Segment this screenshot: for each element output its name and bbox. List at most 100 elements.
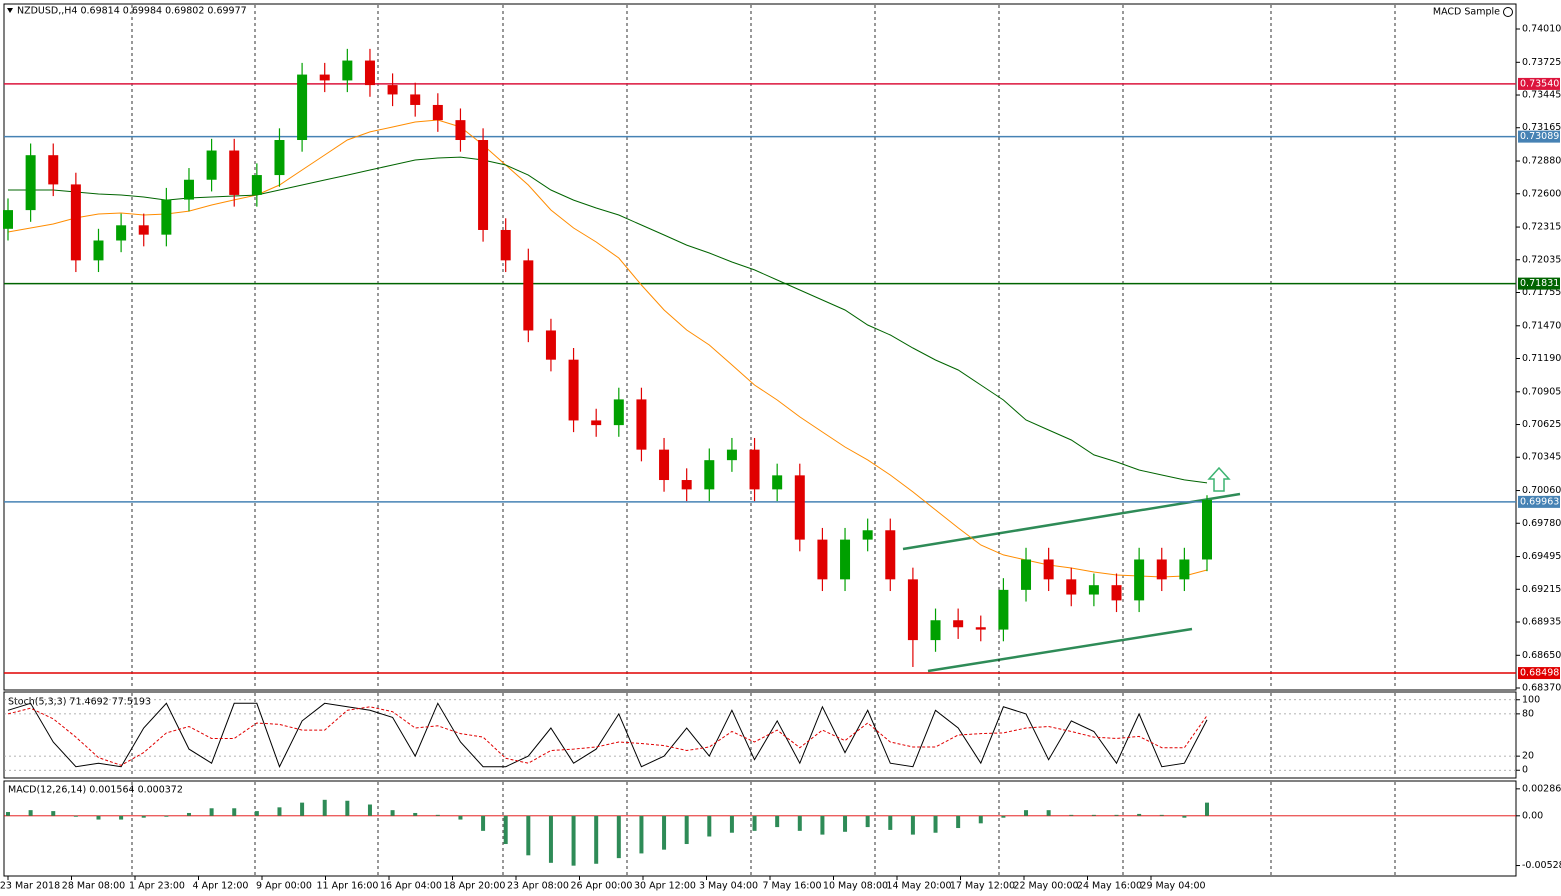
candle-body bbox=[274, 140, 285, 176]
x-tick-label: 23 Apr 08:00 bbox=[507, 881, 569, 892]
stoch-panel bbox=[3, 691, 1517, 779]
candle-body bbox=[183, 179, 194, 200]
x-tick-label: 1 Apr 23:00 bbox=[129, 881, 185, 892]
y-tick-label: 0.73445 bbox=[1522, 90, 1561, 101]
macd-bar bbox=[277, 807, 282, 816]
macd-bar bbox=[481, 815, 486, 831]
trendline bbox=[902, 492, 1241, 551]
candle-body bbox=[840, 539, 851, 580]
x-tick-label: 9 Apr 00:00 bbox=[256, 881, 312, 892]
macd-bar bbox=[752, 815, 757, 831]
candle-body bbox=[749, 449, 760, 490]
candle-body bbox=[93, 240, 104, 261]
y-tick-label: 0.74010 bbox=[1522, 24, 1561, 35]
macd-bar bbox=[96, 815, 101, 820]
macd-bar bbox=[141, 815, 146, 818]
macd-bar bbox=[345, 800, 350, 816]
macd-bar bbox=[1182, 815, 1187, 818]
y-tick-label: 0.70905 bbox=[1522, 386, 1561, 397]
y-tick-label: 0.72600 bbox=[1522, 188, 1561, 199]
trendline bbox=[927, 627, 1193, 673]
y-tick-label: 0.71755 bbox=[1522, 287, 1561, 298]
macd-bar bbox=[1024, 810, 1029, 816]
candle-body bbox=[545, 330, 556, 360]
candle-body bbox=[613, 399, 624, 426]
candle-body bbox=[885, 530, 896, 580]
candle-body bbox=[1021, 559, 1032, 590]
level-label: 0.69963 bbox=[1520, 496, 1559, 507]
candle-body bbox=[432, 104, 443, 121]
x-tick-label: 29 May 04:00 bbox=[1140, 881, 1205, 892]
y-tick-label: 0.68650 bbox=[1522, 650, 1561, 661]
candle-body bbox=[455, 120, 466, 141]
candle-body bbox=[772, 475, 783, 490]
macd-bar bbox=[390, 810, 395, 816]
candle-body bbox=[25, 155, 36, 211]
level-box bbox=[1518, 667, 1560, 680]
macd-bar bbox=[1114, 814, 1119, 816]
candle-body bbox=[319, 74, 330, 81]
candle-body bbox=[251, 175, 262, 195]
macd-bar bbox=[6, 812, 10, 816]
candle-body bbox=[478, 140, 489, 230]
candle-body bbox=[975, 627, 986, 630]
level-box bbox=[1518, 495, 1560, 508]
x-tick-label: 23 Mar 2018 bbox=[0, 881, 60, 892]
level-box bbox=[1518, 277, 1560, 290]
macd-bar bbox=[1205, 802, 1209, 816]
y-tick-label: 0.73725 bbox=[1522, 57, 1561, 68]
level-label: 0.73089 bbox=[1520, 131, 1559, 142]
x-tick-label: 17 May 12:00 bbox=[950, 881, 1015, 892]
y-tick-label: 0.002866 bbox=[1522, 783, 1561, 794]
macd-bar bbox=[662, 815, 667, 850]
macd-bar bbox=[209, 808, 214, 816]
candle-body bbox=[568, 359, 579, 421]
candle-body bbox=[70, 184, 81, 261]
macd-bar bbox=[322, 799, 327, 816]
macd-bar bbox=[1001, 815, 1006, 818]
y-tick-label: 0.00 bbox=[1522, 810, 1543, 821]
candle-body bbox=[206, 150, 217, 180]
expert-icon[interactable] bbox=[1503, 7, 1513, 17]
macd-bar bbox=[594, 815, 599, 864]
candle-body bbox=[48, 155, 59, 185]
x-tick-label: 18 Apr 20:00 bbox=[444, 881, 506, 892]
y-tick-label: 0.68370 bbox=[1522, 683, 1561, 694]
macd-bar bbox=[820, 815, 825, 835]
y-tick-label: 0.68935 bbox=[1522, 616, 1561, 627]
up-arrow bbox=[1207, 466, 1231, 492]
candle-body bbox=[930, 620, 941, 641]
x-tick-label: 16 Apr 04:00 bbox=[380, 881, 442, 892]
candle-body bbox=[794, 475, 805, 540]
candle-body bbox=[1088, 585, 1099, 595]
macd-bar bbox=[458, 815, 463, 820]
macd-bar bbox=[51, 811, 56, 816]
candle-body bbox=[410, 94, 421, 105]
moving-average bbox=[8, 156, 1208, 484]
y-tick-label: 0.69495 bbox=[1522, 551, 1561, 562]
macd-bar bbox=[684, 815, 689, 845]
macd-bar bbox=[254, 811, 259, 816]
level-label: 0.71831 bbox=[1520, 278, 1559, 289]
macd-bar bbox=[73, 815, 78, 817]
level-box bbox=[1518, 130, 1560, 143]
y-tick-label: 0 bbox=[1522, 765, 1528, 776]
candle-body bbox=[726, 449, 737, 461]
candle-body bbox=[1066, 579, 1077, 595]
macd-bar bbox=[526, 815, 531, 856]
macd-bar bbox=[300, 802, 305, 816]
candle-body bbox=[364, 60, 375, 86]
candle-body bbox=[342, 60, 353, 81]
x-tick-label: 14 May 20:00 bbox=[886, 881, 951, 892]
menu-triangle[interactable] bbox=[7, 8, 13, 13]
moving-average bbox=[7, 119, 1208, 578]
macd-bar bbox=[413, 812, 418, 816]
y-tick-label: 100 bbox=[1522, 694, 1540, 705]
macd-bar bbox=[28, 810, 33, 816]
level-label: 0.68498 bbox=[1520, 668, 1559, 679]
candle-body bbox=[1134, 559, 1145, 601]
macd-bar bbox=[1046, 810, 1051, 816]
y-tick-label: 20 bbox=[1522, 751, 1534, 762]
